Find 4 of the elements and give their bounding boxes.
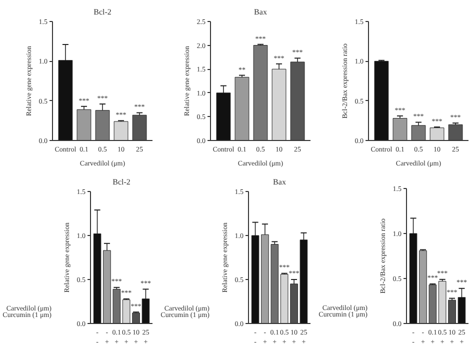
chart-title: Bax bbox=[273, 178, 286, 186]
chart-title: Bax bbox=[254, 8, 267, 16]
chart-title: Bcl-2 bbox=[94, 8, 112, 16]
chart-title: Bcl-2 bbox=[112, 178, 130, 186]
